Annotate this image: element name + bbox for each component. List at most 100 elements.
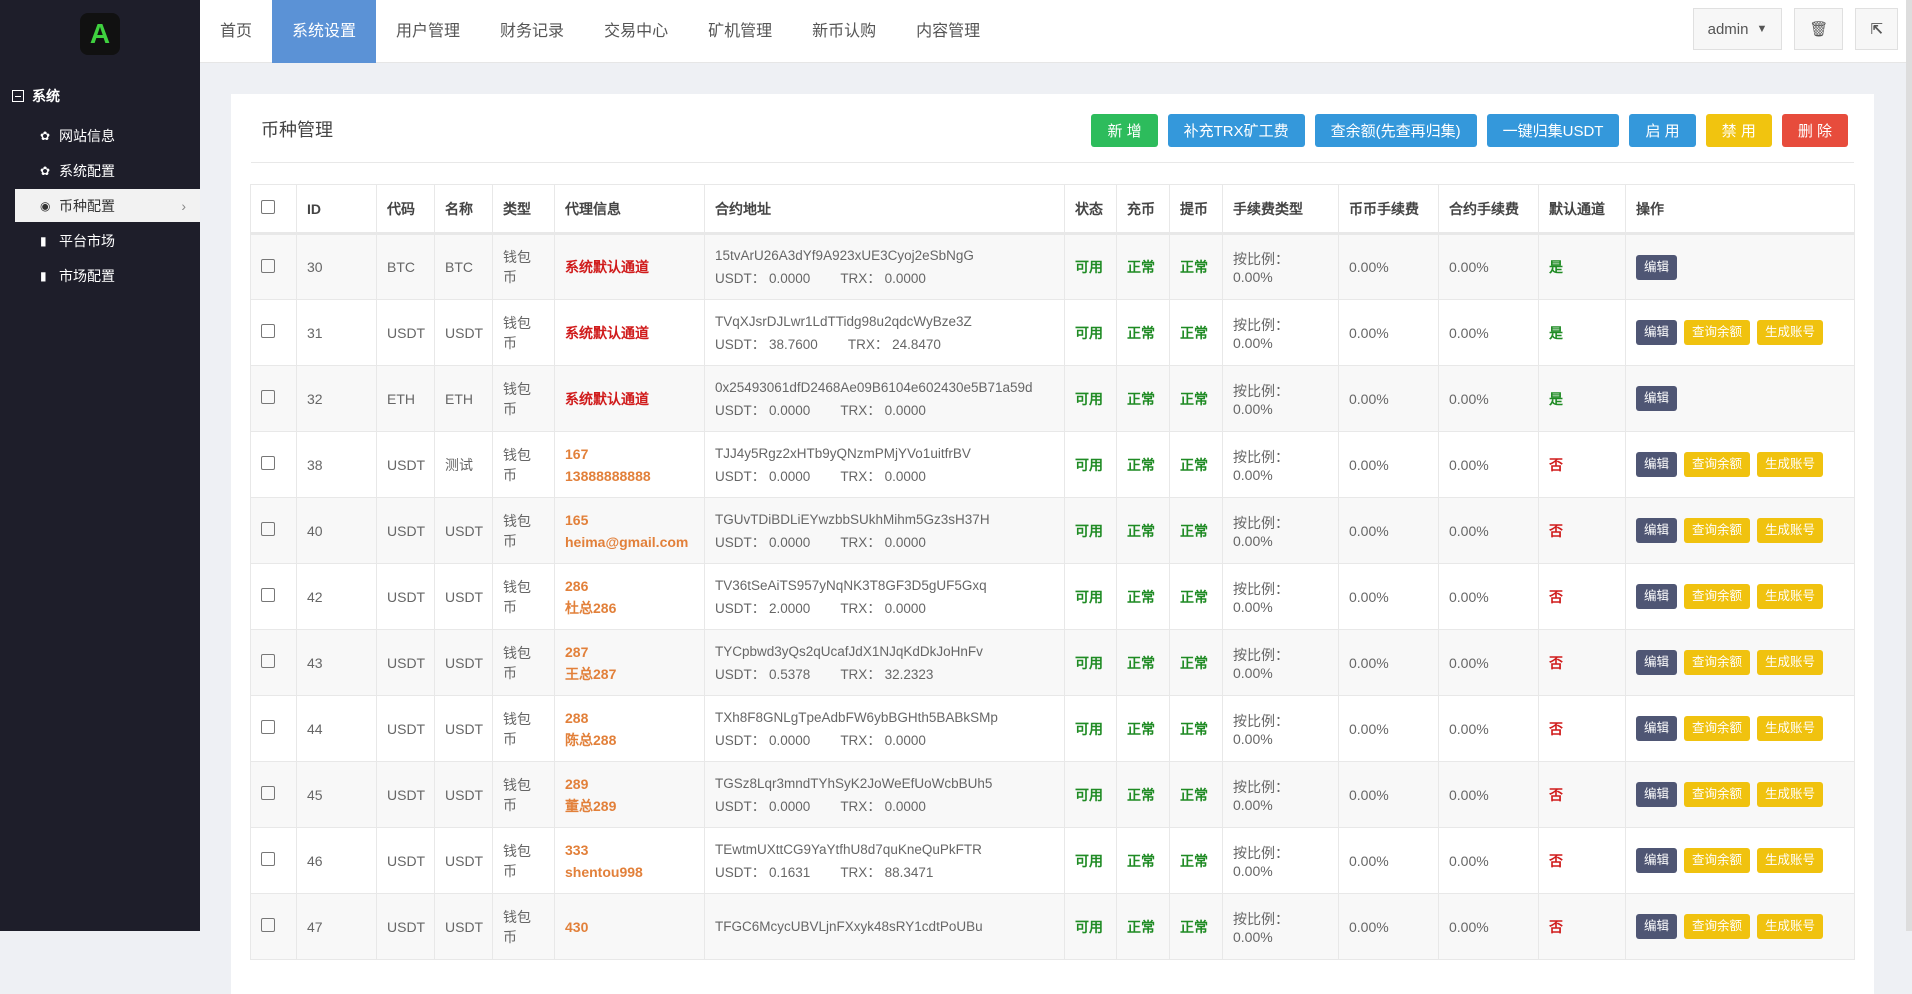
type-value: 钱包币 bbox=[503, 249, 531, 285]
action-button[interactable]: 删 除 bbox=[1781, 114, 1848, 147]
row-checkbox[interactable] bbox=[261, 324, 275, 338]
query-balance-button[interactable]: 查询余额 bbox=[1684, 518, 1751, 543]
logo[interactable]: A bbox=[80, 13, 120, 55]
user-dropdown[interactable]: admin ▼ bbox=[1692, 8, 1783, 50]
generate-account-button[interactable]: 生成账号 bbox=[1757, 650, 1824, 675]
agent-info: 430 bbox=[565, 918, 589, 935]
usdt-balance: USDT： 0.0000 bbox=[715, 271, 810, 286]
query-balance-button[interactable]: 查询余额 bbox=[1684, 584, 1751, 609]
generate-account-button[interactable]: 生成账号 bbox=[1757, 848, 1824, 873]
cell-name: USDT bbox=[434, 761, 493, 828]
action-button[interactable]: 一键归集USDT bbox=[1486, 114, 1620, 147]
column-header: 类型 bbox=[492, 184, 555, 235]
row-checkbox[interactable] bbox=[261, 258, 275, 273]
generate-account-button[interactable]: 生成账号 bbox=[1757, 452, 1824, 477]
trx-balance: TRX： 0.0000 bbox=[840, 271, 926, 286]
generate-account-button[interactable]: 生成账号 bbox=[1757, 716, 1824, 741]
generate-account-button[interactable]: 生成账号 bbox=[1757, 320, 1824, 345]
row-checkbox[interactable] bbox=[261, 720, 275, 734]
query-balance-button[interactable]: 查询余额 bbox=[1684, 320, 1751, 345]
row-checkbox[interactable] bbox=[261, 456, 275, 470]
generate-account-button[interactable]: 生成账号 bbox=[1757, 782, 1824, 807]
query-balance-button[interactable]: 查询余额 bbox=[1684, 914, 1751, 939]
action-button[interactable]: 查余额(先查再归集) bbox=[1314, 114, 1477, 147]
action-button[interactable]: 禁 用 bbox=[1705, 114, 1772, 147]
query-balance-button[interactable]: 查询余额 bbox=[1684, 848, 1751, 873]
row-checkbox[interactable] bbox=[261, 654, 275, 668]
sidebar-group-system[interactable]: 系统 bbox=[12, 86, 60, 106]
select-cell bbox=[250, 629, 297, 696]
nav-tab[interactable]: 财务记录 bbox=[500, 23, 565, 40]
balances: USDT： 0.5378 TRX： 32.2323 bbox=[715, 663, 1054, 686]
row-checkbox[interactable] bbox=[261, 390, 275, 404]
row-checkbox[interactable] bbox=[261, 852, 275, 866]
sidebar-item-0[interactable]: ✿ 网站信息 bbox=[15, 119, 200, 152]
trx-value: 0.0000 bbox=[884, 468, 926, 484]
nav-tab[interactable]: 用户管理 bbox=[396, 23, 461, 40]
generate-account-button[interactable]: 生成账号 bbox=[1757, 518, 1824, 543]
select-all-checkbox[interactable] bbox=[261, 200, 275, 214]
default-value: 是 bbox=[1549, 259, 1563, 275]
trx-value: 88.3471 bbox=[884, 864, 934, 880]
action-button[interactable]: 新 增 bbox=[1091, 114, 1158, 147]
nav-tab[interactable]: 新币认购 bbox=[812, 23, 877, 40]
cell-type: 钱包币 bbox=[492, 695, 555, 762]
clear-cache-button[interactable]: 🗑 bbox=[1794, 8, 1844, 50]
id-value: 32 bbox=[307, 390, 323, 407]
row-checkbox[interactable] bbox=[261, 522, 275, 536]
nav-tab[interactable]: 内容管理 bbox=[916, 23, 981, 40]
edit-button[interactable]: 编辑 bbox=[1636, 782, 1678, 807]
query-balance-button[interactable]: 查询余额 bbox=[1684, 452, 1751, 477]
cell-address: TEwtmUXttCG9YaYtfhU8d7quKneQuPkFTR USDT： … bbox=[704, 827, 1065, 894]
logout-button[interactable]: ⇱ bbox=[1855, 8, 1898, 50]
edit-button[interactable]: 编辑 bbox=[1636, 584, 1678, 609]
edit-button[interactable]: 编辑 bbox=[1636, 848, 1678, 873]
trx-balance: TRX： 0.0000 bbox=[840, 469, 926, 484]
row-checkbox[interactable] bbox=[261, 786, 275, 800]
nav-tab[interactable]: 矿机管理 bbox=[708, 23, 773, 40]
sidebar-item-4[interactable]: ▮ 市场配置 bbox=[15, 259, 200, 292]
cell-actions: 编辑 查询余额 生成账号 bbox=[1625, 497, 1855, 564]
cell-address: TJJ4y5Rgz2xHTb9yQNzmPMjYVo1uitfrBV USDT： … bbox=[704, 431, 1065, 498]
generate-account-button[interactable]: 生成账号 bbox=[1757, 584, 1824, 609]
nav-tab[interactable]: 交易中心 bbox=[604, 23, 669, 40]
balances: USDT： 0.0000 TRX： 0.0000 bbox=[715, 531, 1054, 554]
code-value: USDT bbox=[387, 786, 426, 803]
scrollbar[interactable] bbox=[1906, 0, 1912, 931]
edit-button[interactable]: 编辑 bbox=[1636, 320, 1678, 345]
type-value: 钱包币 bbox=[503, 314, 531, 351]
edit-button[interactable]: 编辑 bbox=[1636, 386, 1678, 411]
agent-info: 165 bbox=[565, 511, 589, 528]
code-value: USDT bbox=[387, 324, 426, 341]
sidebar-item-3[interactable]: ▮ 平台市场 bbox=[15, 224, 200, 257]
row-checkbox[interactable] bbox=[261, 588, 275, 602]
id-value: 43 bbox=[307, 654, 323, 671]
action-button[interactable]: 启 用 bbox=[1629, 114, 1696, 147]
edit-button[interactable]: 编辑 bbox=[1636, 452, 1678, 477]
balances: USDT： 0.0000 TRX： 0.0000 bbox=[715, 729, 1054, 752]
nav-tab[interactable]: 首页 bbox=[220, 23, 253, 40]
name-value: USDT bbox=[445, 918, 484, 935]
edit-button[interactable]: 编辑 bbox=[1636, 914, 1678, 939]
nav-tab[interactable]: 系统设置 bbox=[272, 0, 377, 63]
coin_fee-value: 0.00% bbox=[1349, 654, 1389, 671]
sidebar-item-2[interactable]: ◉ 币种配置 › bbox=[15, 189, 200, 222]
edit-button[interactable]: 编辑 bbox=[1636, 650, 1678, 675]
status-value: 可用 bbox=[1075, 852, 1103, 869]
column-header: 名称 bbox=[434, 184, 493, 235]
query-balance-button[interactable]: 查询余额 bbox=[1684, 782, 1751, 807]
generate-account-button[interactable]: 生成账号 bbox=[1757, 914, 1824, 939]
deposit-value: 正常 bbox=[1127, 588, 1155, 605]
agent-info: 286 bbox=[565, 577, 589, 594]
query-balance-button[interactable]: 查询余额 bbox=[1684, 650, 1751, 675]
sidebar-item-label: 网站信息 bbox=[59, 127, 115, 144]
action-button[interactable]: 补充TRX矿工费 bbox=[1167, 114, 1305, 147]
sidebar-item-1[interactable]: ✿ 系统配置 bbox=[15, 154, 200, 187]
edit-button[interactable]: 编辑 bbox=[1636, 254, 1678, 280]
usdt-value: 0.1631 bbox=[769, 864, 811, 880]
query-balance-button[interactable]: 查询余额 bbox=[1684, 716, 1751, 741]
row-checkbox[interactable] bbox=[261, 918, 275, 932]
edit-button[interactable]: 编辑 bbox=[1636, 518, 1678, 543]
edit-button[interactable]: 编辑 bbox=[1636, 716, 1678, 741]
coin_fee-value: 0.00% bbox=[1349, 259, 1389, 275]
